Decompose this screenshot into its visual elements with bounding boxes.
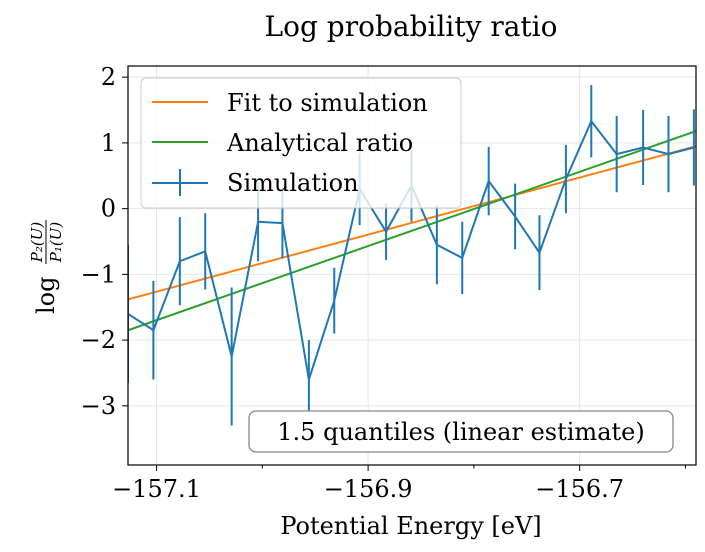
x-axis-label: Potential Energy [eV] xyxy=(280,512,541,540)
legend-label-fit: Fit to simulation xyxy=(227,89,428,117)
y-tick-label: −1 xyxy=(81,260,116,288)
plot-frame xyxy=(127,65,697,466)
y-label-log: log xyxy=(32,277,60,315)
y-tick-label: 0 xyxy=(101,195,116,223)
y-tick-label: −3 xyxy=(81,392,116,420)
y-tick-label: 1 xyxy=(101,129,116,157)
x-tick-label: −156.7 xyxy=(535,475,624,503)
y-tick-label: −2 xyxy=(81,326,116,354)
series-line-1 xyxy=(128,130,696,332)
y-label-denominator: P₁(U) xyxy=(47,222,65,264)
y-axis-label: log P₂(U) P₁(U) xyxy=(28,220,65,314)
y-tick-label: 2 xyxy=(101,63,116,91)
chart-title: Log probability ratio xyxy=(265,10,558,43)
annotation-text: 1.5 quantiles (linear estimate) xyxy=(277,418,644,446)
x-tick-label: −157.1 xyxy=(112,475,201,503)
x-tick-label: −156.9 xyxy=(324,475,413,503)
annotation-box: 1.5 quantiles (linear estimate) xyxy=(248,410,674,453)
legend-label-simulation: Simulation xyxy=(227,169,359,197)
legend-label-analytical: Analytical ratio xyxy=(226,129,413,157)
series-line-0 xyxy=(128,145,696,301)
legend: Fit to simulation Analytical ratio Simul… xyxy=(140,77,462,209)
y-label-numerator: P₂(U) xyxy=(28,222,46,264)
